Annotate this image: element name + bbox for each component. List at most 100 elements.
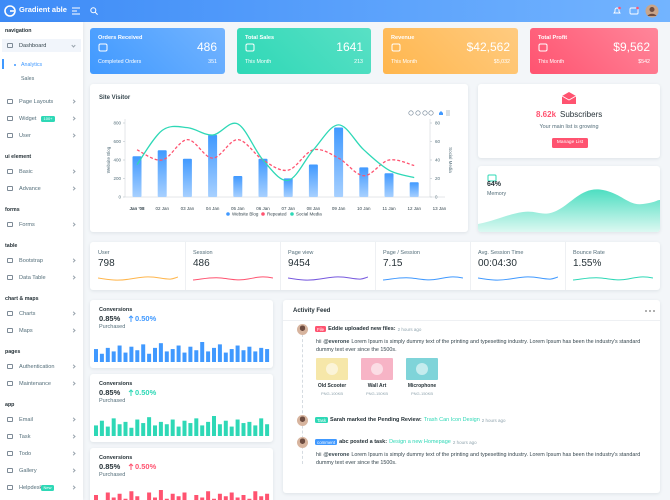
stat-footer-value: $542	[638, 59, 650, 65]
nav-item[interactable]: Maps	[19, 328, 33, 334]
feed-time: 2 hours ago	[452, 439, 477, 445]
nav-item[interactable]: Widget	[19, 116, 37, 122]
nav-item[interactable]: Data Table	[19, 275, 46, 281]
legend-swatch	[290, 212, 294, 216]
conversion-value: 0.85%	[99, 388, 121, 397]
bar	[158, 490, 163, 500]
arrow-up	[128, 389, 134, 396]
conversion-label: Purchased	[99, 324, 126, 330]
bar	[265, 424, 270, 436]
bar	[206, 491, 211, 500]
divider	[565, 242, 566, 290]
line-series	[136, 138, 415, 177]
bar	[247, 346, 252, 362]
feed-title: Activity Feed	[293, 308, 331, 314]
chevron	[71, 222, 76, 227]
stat-footer-value: $5,032	[493, 59, 510, 65]
conversion-change: 0.50%	[135, 388, 157, 397]
subscribers-text: Your main list is growing	[539, 124, 599, 130]
bar	[217, 424, 222, 436]
bar	[123, 352, 128, 362]
nav-item[interactable]: Gallery	[19, 468, 37, 474]
nav-item[interactable]: Page Layouts	[19, 99, 54, 105]
feed-link[interactable]: Design a new Homepage	[389, 439, 451, 445]
stat-title: Revenue	[391, 35, 415, 41]
sub-dot	[14, 63, 16, 66]
nav-item[interactable]: Basic	[19, 169, 33, 175]
x-tick-label: 05 Jan	[231, 206, 245, 211]
bar	[283, 178, 293, 197]
nav-item[interactable]: Maintenance	[19, 381, 52, 387]
bar	[135, 496, 140, 500]
nav-subitem[interactable]: Analytics	[21, 62, 43, 68]
file-name: Wall Art	[367, 383, 387, 389]
thumbnail-shape	[371, 363, 383, 375]
menu-toggle[interactable]	[72, 7, 80, 15]
nav-item[interactable]: Dashboard	[19, 43, 47, 49]
x-tick-label: 11 Jan	[382, 206, 396, 211]
nav-item[interactable]: Bootstrap	[19, 258, 43, 264]
chevron	[71, 468, 76, 473]
chart-title: Site Visitor	[99, 95, 131, 101]
x-tick-label: 10 Jan	[357, 206, 371, 211]
bar	[223, 496, 228, 500]
feed-menu[interactable]	[644, 309, 656, 313]
memory-wave	[478, 189, 660, 232]
feed-row: File Eddie uploaded new files: 2 hours ago	[315, 326, 421, 333]
nav-subitem[interactable]: Sales	[21, 76, 35, 82]
bar	[241, 350, 246, 362]
top-bar	[0, 0, 670, 22]
nav-item[interactable]: Charts	[19, 311, 36, 317]
bar	[359, 167, 369, 197]
feed-link[interactable]: Trash Can Icon Design	[423, 417, 480, 423]
stat-footer-label: Completed Orders	[98, 59, 142, 65]
bar	[265, 493, 270, 500]
nav-item[interactable]: Task	[19, 434, 31, 440]
stat-footer-value: 351	[208, 59, 217, 65]
nav-item[interactable]: Forms	[19, 222, 35, 228]
chart-toolbar	[408, 110, 450, 116]
feed-badge: Task	[315, 417, 329, 424]
stat-number: 1.55%	[573, 258, 602, 269]
nav-item[interactable]: Email	[19, 417, 33, 423]
sparkline	[288, 276, 368, 281]
x-tick-label: 04 Jan	[206, 206, 220, 211]
nav-item[interactable]: Authentication	[19, 364, 55, 370]
user-avatar[interactable]	[645, 4, 659, 18]
bar	[111, 418, 116, 436]
stat-title: Total Profit	[538, 35, 568, 41]
bar	[200, 497, 205, 500]
nav-item[interactable]: User	[19, 133, 31, 139]
legend-label: Social Media	[296, 212, 322, 217]
sparkline	[478, 276, 558, 281]
file-name: Microphone	[407, 383, 437, 389]
bar	[105, 492, 110, 500]
sparkline-path	[98, 276, 178, 281]
active-item-bg	[2, 39, 81, 52]
nav-badge: 100+	[41, 116, 56, 122]
stat-label: Page view	[288, 250, 314, 256]
feed-badge: comment	[315, 439, 338, 446]
notification-icon[interactable]	[612, 6, 622, 16]
nav-icon	[7, 99, 13, 104]
chevron	[71, 364, 76, 369]
stat-label: User	[98, 250, 110, 256]
bar	[157, 150, 167, 197]
chevron	[71, 169, 76, 174]
nav-icon	[7, 258, 13, 263]
nav-item[interactable]: Helpdesk	[19, 485, 43, 491]
message-icon[interactable]	[629, 6, 639, 16]
stat-icon	[245, 43, 255, 52]
y2-axis-title: Social Media	[448, 147, 453, 173]
nav-item[interactable]: Todo	[19, 451, 32, 457]
search-icon[interactable]	[90, 7, 98, 15]
manage-list-button[interactable]: Manage List	[552, 138, 588, 148]
conversion-change: 0.50%	[135, 314, 157, 323]
chevron	[71, 451, 76, 456]
sidebar-section-title: forms	[5, 207, 20, 213]
stat-card: Revenue $42,562 This Month $5,032	[383, 28, 518, 74]
stat-number: 798	[98, 258, 115, 269]
stat-icon	[538, 43, 548, 52]
arrow	[128, 315, 134, 322]
nav-item[interactable]: Advance	[19, 186, 41, 192]
